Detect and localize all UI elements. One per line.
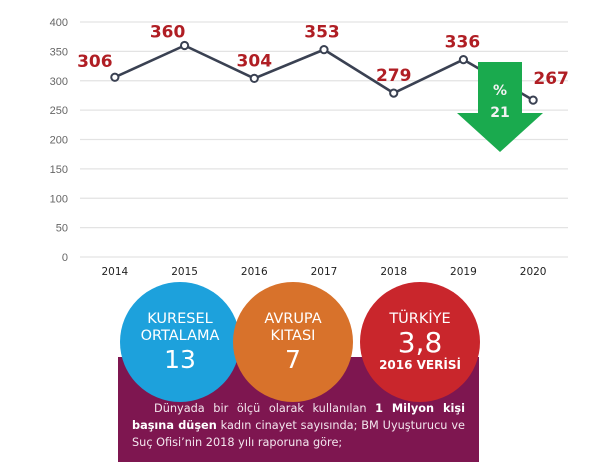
data-value-label: 304 bbox=[237, 51, 273, 71]
x-tick-label: 2016 bbox=[241, 266, 268, 278]
x-tick-label: 2017 bbox=[311, 266, 338, 278]
y-axis-ticks: 0 50 100 150 200 250 300 350 400 bbox=[50, 17, 68, 264]
x-tick-label: 2014 bbox=[101, 266, 128, 278]
decrease-arrow-icon: % 21 bbox=[457, 62, 543, 152]
x-tick-label: 2018 bbox=[380, 266, 407, 278]
data-point-marker bbox=[528, 95, 538, 105]
x-axis-ticks: 2014 2015 2016 2017 2018 2019 2020 bbox=[101, 266, 546, 278]
data-value-label: 267 bbox=[533, 69, 569, 89]
data-point-marker bbox=[110, 72, 120, 82]
data-labels: 306 360 304 353 279 336 267 bbox=[77, 23, 569, 90]
y-tick-label: 50 bbox=[56, 223, 68, 235]
data-value-label: 279 bbox=[376, 66, 412, 86]
turkey-value: 3,8 bbox=[397, 326, 443, 359]
data-point-marker bbox=[249, 73, 259, 84]
arrow-percent-value: 21 bbox=[490, 105, 509, 121]
data-markers bbox=[110, 40, 538, 105]
y-tick-label: 350 bbox=[50, 46, 68, 58]
y-tick-label: 150 bbox=[50, 164, 68, 176]
global-label-line2: ORTALAMA bbox=[140, 327, 220, 344]
y-tick-label: 100 bbox=[50, 193, 68, 205]
turkey-footnote: 2016 VERİSİ bbox=[379, 358, 461, 372]
data-point-marker bbox=[319, 45, 329, 55]
europe-label-line2: KITASI bbox=[270, 327, 316, 344]
global-value: 13 bbox=[164, 344, 196, 374]
global-label-line1: KURESEL bbox=[147, 310, 213, 327]
data-value-label: 353 bbox=[304, 23, 340, 43]
y-tick-label: 400 bbox=[50, 17, 68, 29]
grid-lines bbox=[80, 21, 568, 258]
data-value-label: 336 bbox=[445, 33, 481, 53]
x-tick-label: 2015 bbox=[171, 266, 198, 278]
y-tick-label: 300 bbox=[50, 76, 68, 88]
global-average-badge: KURESEL ORTALAMA 13 bbox=[120, 282, 240, 402]
turkey-label: TÜRKİYE bbox=[389, 311, 451, 327]
x-tick-label: 2019 bbox=[450, 266, 477, 278]
data-value-label: 306 bbox=[77, 52, 113, 72]
info-text: Dünyada bir ölçü olarak kullanılan 1 Mil… bbox=[132, 402, 465, 449]
data-point-marker bbox=[389, 88, 399, 98]
europe-label-line1: AVRUPA bbox=[264, 310, 322, 327]
y-tick-label: 200 bbox=[50, 135, 68, 147]
data-value-label: 360 bbox=[150, 23, 186, 43]
data-point-marker bbox=[179, 40, 190, 51]
y-tick-label: 0 bbox=[62, 252, 68, 264]
info-highlight: 1 Milyon kişi başına düşen bbox=[132, 402, 465, 432]
arrow-percent-sign: % bbox=[493, 83, 507, 99]
europe-value: 7 bbox=[285, 344, 301, 374]
turkey-badge: TÜRKİYE 3,8 2016 VERİSİ bbox=[360, 282, 480, 402]
europe-badge: AVRUPA KITASI 7 bbox=[233, 282, 353, 402]
x-tick-label: 2020 bbox=[520, 266, 547, 278]
y-tick-label: 250 bbox=[50, 105, 68, 117]
data-point-marker bbox=[458, 55, 469, 65]
